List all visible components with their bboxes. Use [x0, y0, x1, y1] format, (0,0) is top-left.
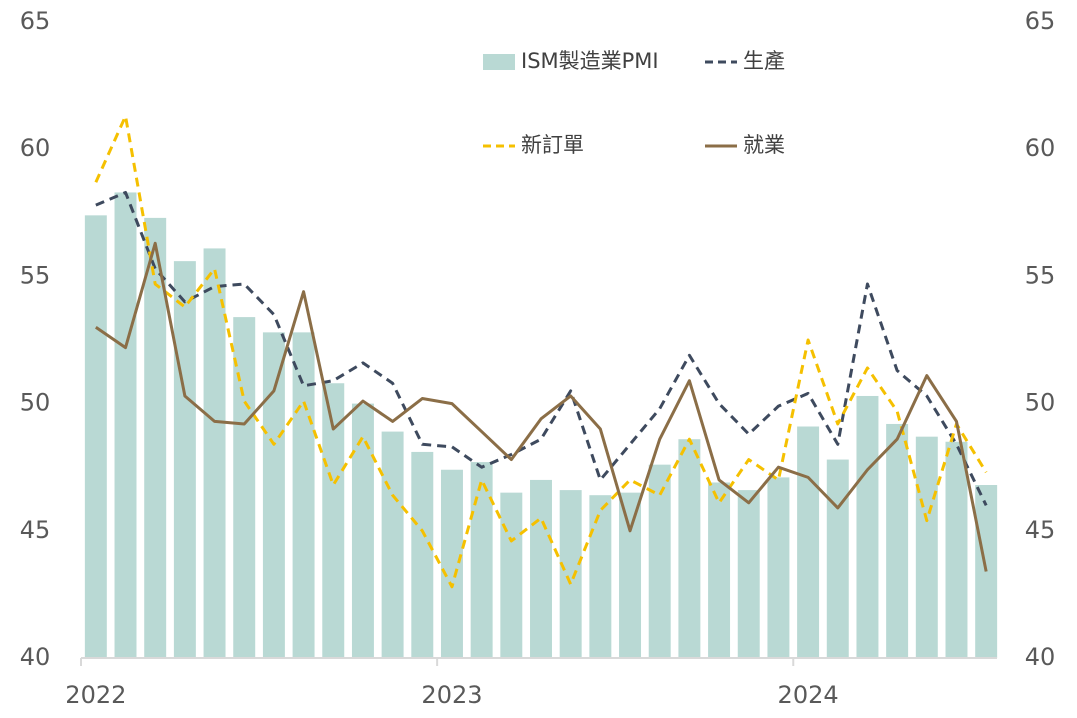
bar — [144, 217, 167, 658]
x-tick-label: 2022 — [65, 681, 126, 709]
bar — [500, 492, 523, 658]
legend-swatch — [483, 54, 515, 70]
bar — [767, 477, 790, 658]
y-tick-label: 55 — [20, 261, 51, 289]
bar — [797, 426, 820, 658]
bar — [915, 436, 938, 658]
x-tick-label: 2024 — [778, 681, 839, 709]
bar — [737, 490, 760, 658]
bar — [411, 451, 434, 658]
bar — [648, 464, 671, 658]
y-tick-label: 50 — [20, 389, 51, 417]
bar — [589, 495, 612, 658]
bar — [470, 462, 493, 658]
bar — [262, 332, 285, 658]
y-tick-label: 40 — [20, 643, 51, 671]
y2-tick-label: 55 — [1025, 261, 1056, 289]
y-tick-label: 65 — [20, 7, 51, 35]
x-tick-label: 2023 — [421, 681, 482, 709]
bar — [826, 459, 849, 658]
bar — [381, 431, 404, 658]
bar — [114, 192, 137, 658]
bar — [530, 479, 552, 658]
legend-label: 新訂單 — [521, 133, 584, 157]
bar — [559, 490, 582, 658]
bar — [619, 492, 642, 658]
bar — [945, 441, 968, 658]
bar — [886, 423, 909, 658]
bar — [322, 383, 345, 658]
bar — [233, 317, 256, 658]
y2-tick-label: 45 — [1025, 516, 1056, 544]
bar — [292, 332, 315, 658]
legend-label: 就業 — [743, 133, 785, 157]
line — [94, 114, 988, 589]
legend-label: ISM製造業PMI — [521, 49, 659, 73]
y2-tick-label: 65 — [1025, 7, 1056, 35]
bar — [173, 261, 196, 658]
legend-label: 生產 — [743, 49, 785, 73]
bar — [203, 248, 226, 658]
y-tick-label: 45 — [20, 516, 51, 544]
y2-tick-label: 50 — [1025, 389, 1056, 417]
bar — [708, 482, 731, 658]
bar — [856, 395, 879, 658]
y2-tick-label: 60 — [1025, 134, 1056, 162]
bar — [678, 439, 701, 658]
y2-tick-label: 40 — [1025, 643, 1056, 671]
bar — [440, 469, 463, 658]
y-tick-label: 60 — [20, 134, 51, 162]
line — [94, 241, 988, 572]
line — [95, 190, 988, 507]
bar — [84, 215, 107, 658]
bar — [351, 403, 374, 658]
